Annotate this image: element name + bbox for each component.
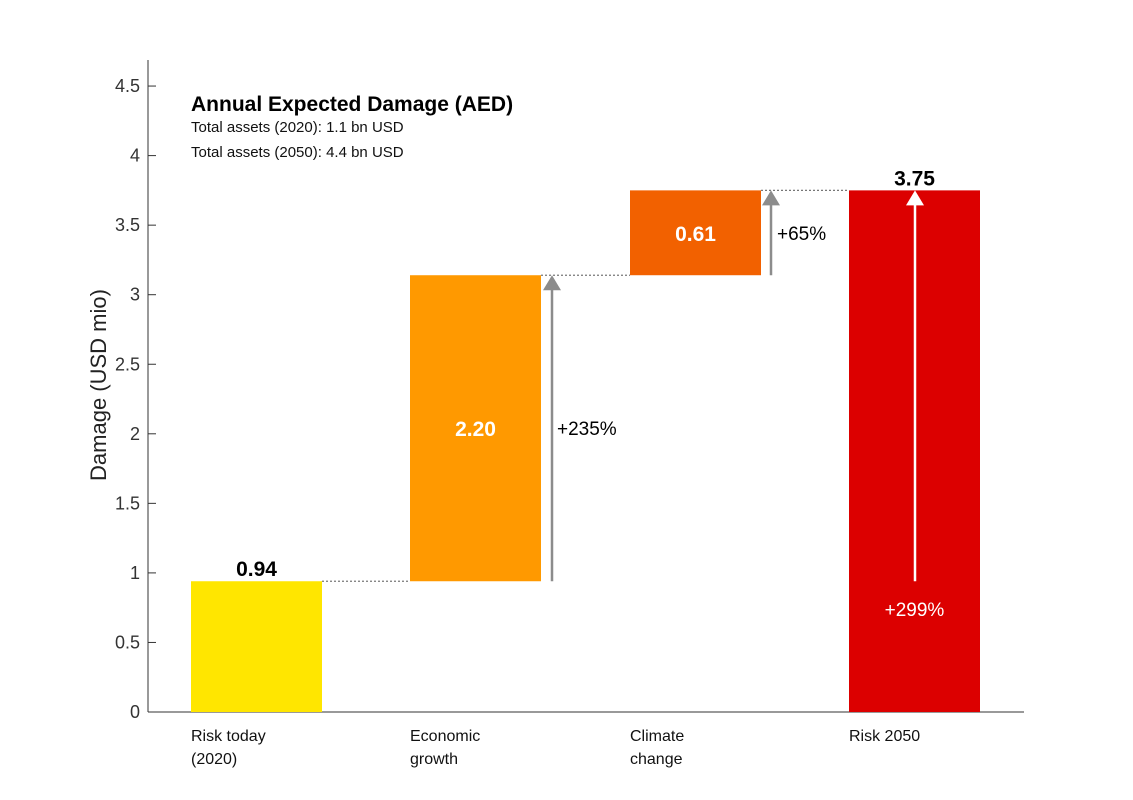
arrow-total-head xyxy=(906,190,924,206)
category-label-1-line-0: Economic xyxy=(410,728,480,745)
y-tick-label: 3.5 xyxy=(115,215,140,235)
y-tick-label: 4 xyxy=(130,146,140,166)
value-label-1: 2.20 xyxy=(455,418,496,441)
category-label-3-line-0: Risk 2050 xyxy=(849,728,920,745)
y-axis-label: Damage (USD mio) xyxy=(86,289,111,481)
value-labels: 0.94 2.20 0.61 3.75 +235% +65% +299% xyxy=(236,167,944,621)
bar-2 xyxy=(630,190,761,276)
category-labels: Risk today (2020) Economic growth Climate cha… xyxy=(191,728,920,768)
bars xyxy=(191,190,980,712)
y-tick-label: 0 xyxy=(130,702,140,722)
change-label-total: +299% xyxy=(885,600,945,621)
y-tick-label: 3 xyxy=(130,285,140,305)
arrow-climate-change-head xyxy=(762,190,780,206)
category-label-0-line-0: Risk today xyxy=(191,728,266,745)
value-label-0: 0.94 xyxy=(236,558,277,581)
y-tick-label: 2 xyxy=(130,424,140,444)
subtitle-line-1: Total assets (2020): 1.1 bn USD xyxy=(191,119,404,136)
y-tick-label: 4.5 xyxy=(115,76,140,96)
category-label-1-line-1: growth xyxy=(410,751,458,768)
y-tick-label: 1 xyxy=(130,563,140,583)
y-tick-label: 1.5 xyxy=(115,493,140,513)
subtitle-line-2: Total assets (2050): 4.4 bn USD xyxy=(191,144,404,161)
value-label-2: 0.61 xyxy=(675,223,716,246)
bar-1 xyxy=(410,275,541,582)
arrow-economic-growth-head xyxy=(543,275,561,291)
y-tick-label: 2.5 xyxy=(115,354,140,374)
change-label-economic-growth: +235% xyxy=(557,419,617,440)
chart-title: Annual Expected Damage (AED) xyxy=(191,93,513,116)
category-label-2-line-0: Climate xyxy=(630,728,684,745)
bar-0 xyxy=(191,581,322,712)
change-arrows xyxy=(543,190,924,582)
change-label-climate-change: +65% xyxy=(777,224,826,245)
y-tick-label: 0.5 xyxy=(115,632,140,652)
category-label-2-line-1: change xyxy=(630,751,683,768)
category-label-0-line-1: (2020) xyxy=(191,751,237,768)
value-label-3: 3.75 xyxy=(894,167,935,190)
